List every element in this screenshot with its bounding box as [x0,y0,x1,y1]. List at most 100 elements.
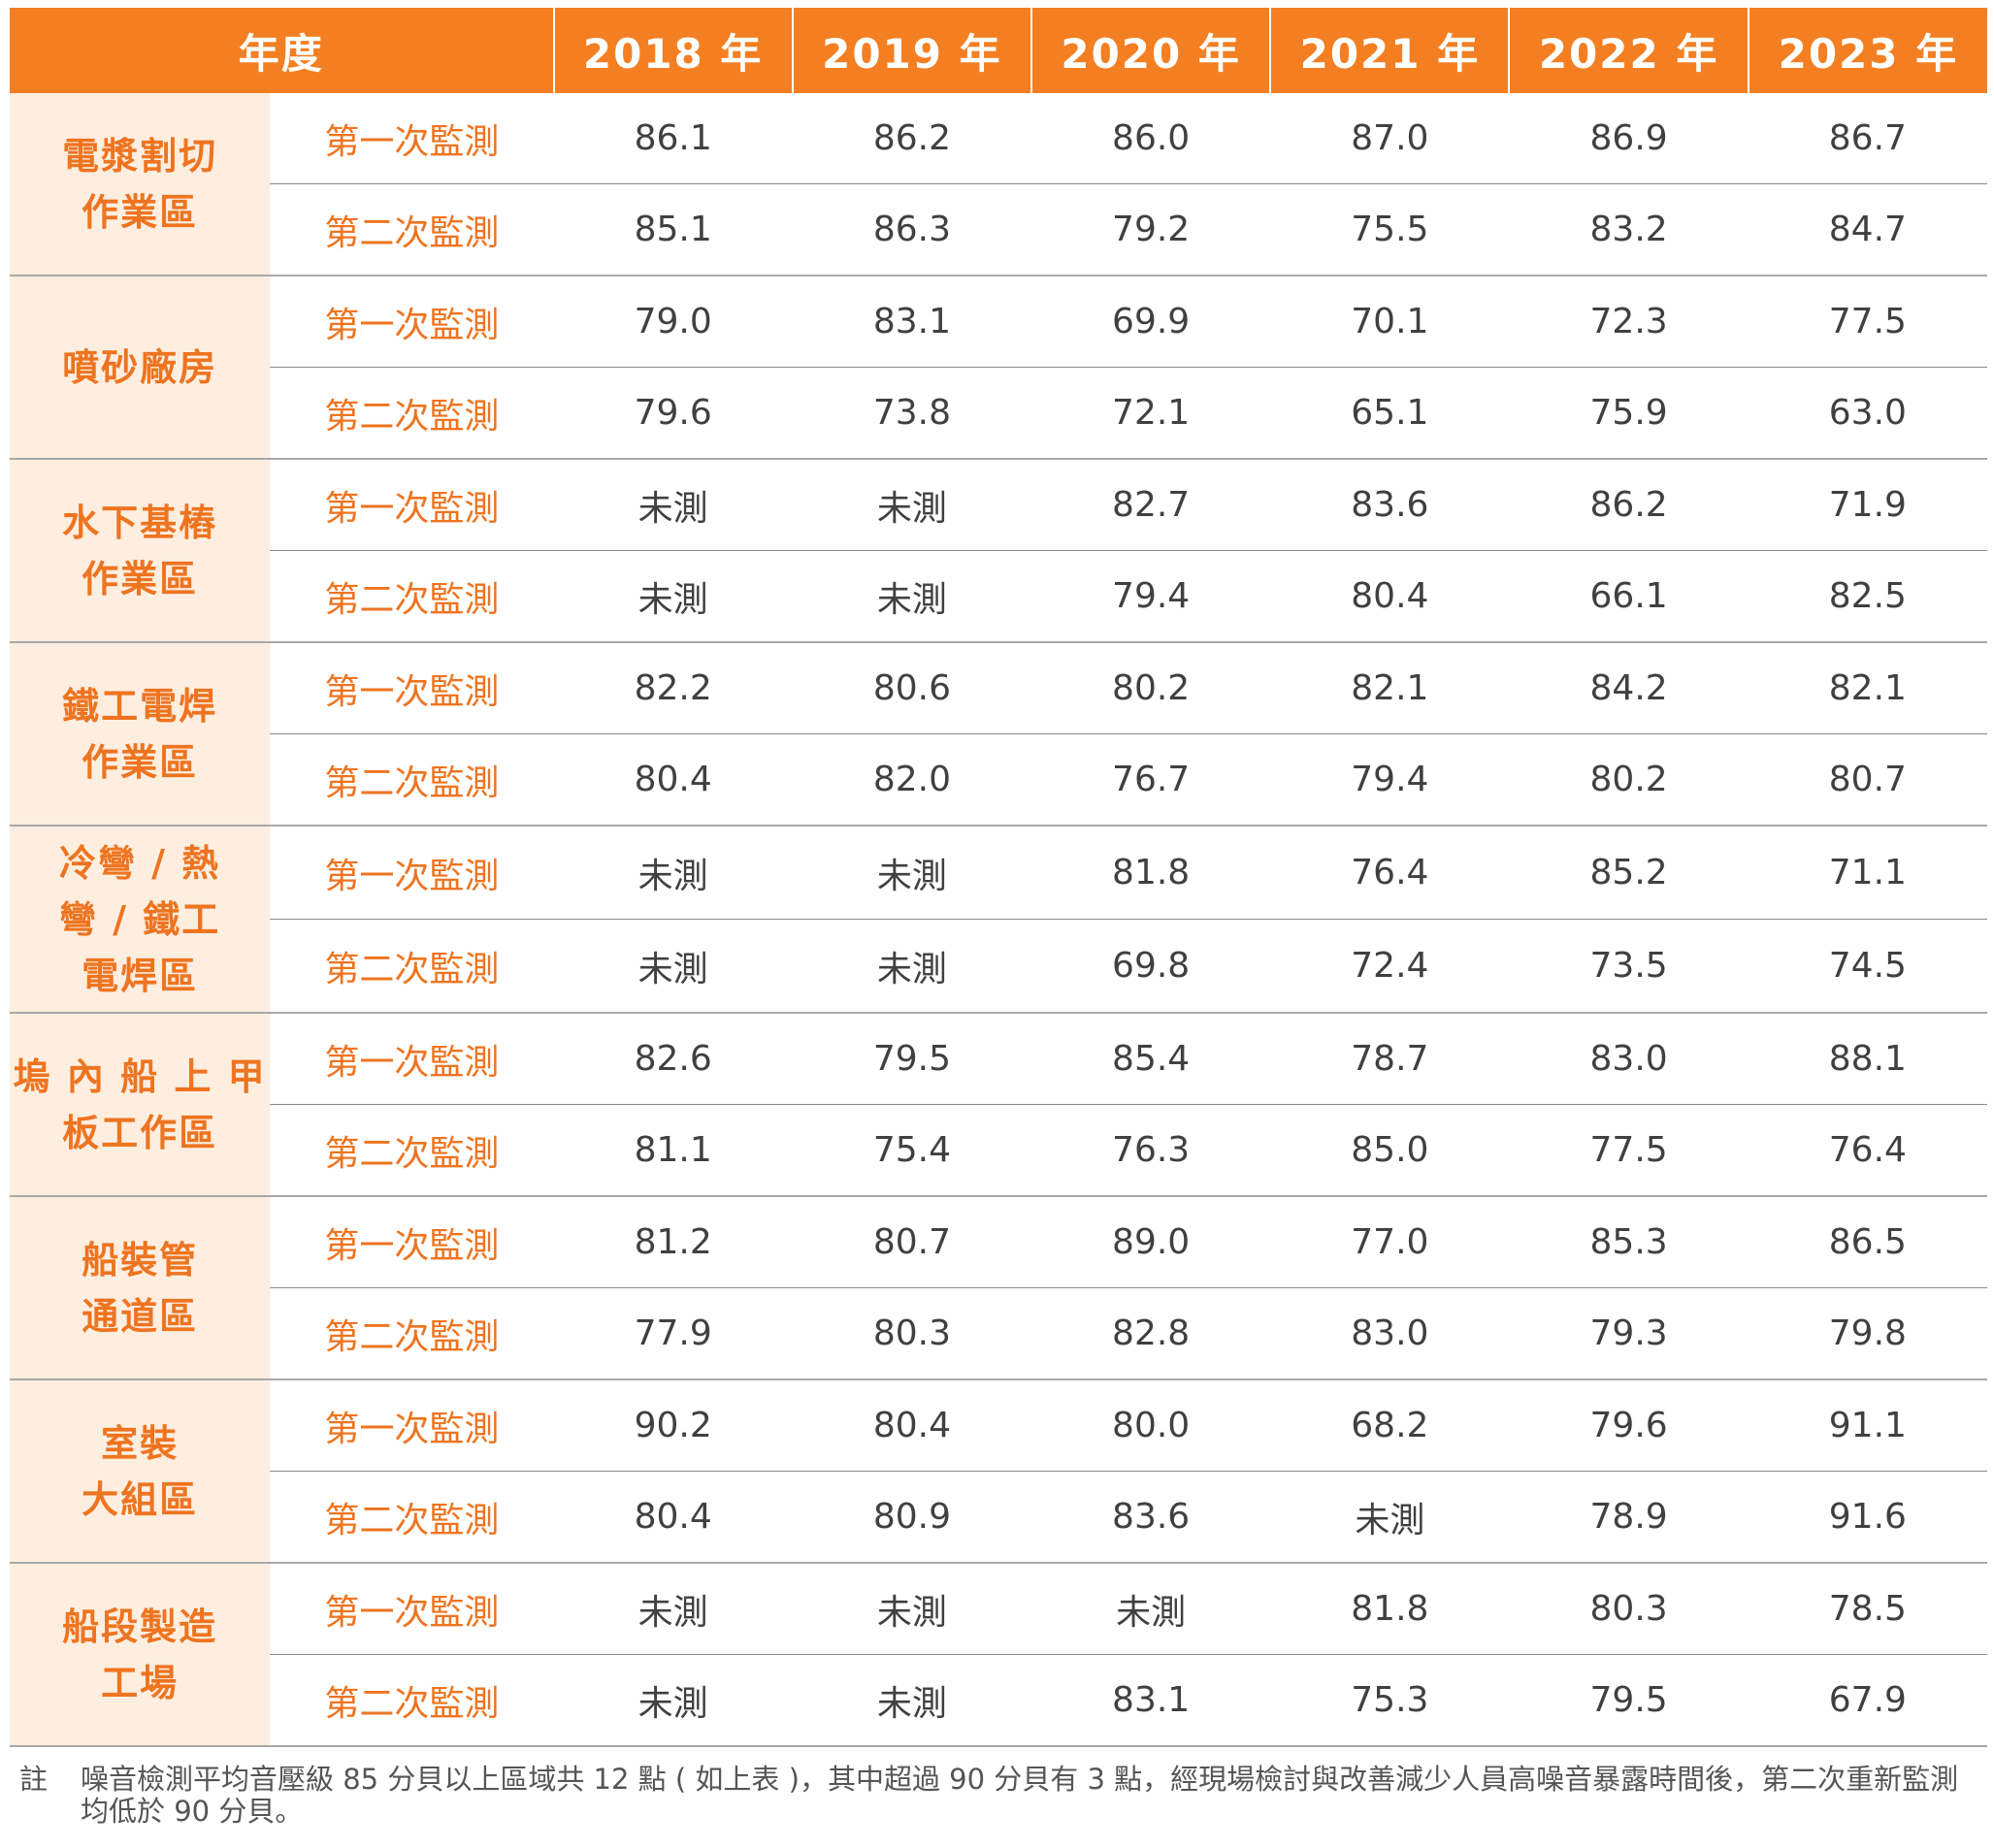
value-cell: 未測 [553,459,793,551]
year-header-2018: 2018 年 [552,8,793,93]
value-cell: 未測 [792,1654,1032,1747]
value-cell: 91.6 [1748,1471,1987,1564]
table-row: 第二次監測 85.1 86.3 79.2 75.5 83.2 84.7 [10,183,1987,276]
value-cell: 73.5 [1509,919,1749,1014]
area-name-line: 彎 / 鐵工 [58,897,221,941]
value-cell: 76.4 [1748,1104,1987,1197]
value-cell: 76.4 [1270,826,1510,920]
value-cell: 81.1 [553,1104,793,1197]
area-name-line: 板工作區 [62,1111,218,1154]
area-name-cell: 水下基樁 作業區 [10,459,271,643]
value-cell: 未測 [792,919,1032,1014]
area-name-line: 鐵工電焊 [62,684,218,728]
area-name-cell: 冷彎 / 熱彎 / 鐵工 電焊區 [10,826,271,1014]
footnote-text: 噪音檢測平均音壓級 85 分貝以上區域共 12 點 ( 如上表 )，其中超過 9… [81,1763,1959,1828]
value-cell: 83.2 [1509,183,1749,276]
area-name-line: 船裝管 [82,1238,199,1281]
table-row: 電漿割切 作業區 第一次監測 86.1 86.2 86.0 87.0 86.9 86.7 [10,93,1987,276]
value-cell: 75.4 [792,1104,1032,1197]
monitor-label-cell: 第二次監測 [270,1654,554,1747]
value-cell: 未測 [553,550,793,643]
area-name-line: 塢 內 船 上 甲 [13,1054,267,1098]
noise-monitoring-table: 年度 2018 年 2019 年 2020 年 2021 年 2022 年 20… [10,8,1987,1747]
value-cell: 未測 [792,826,1032,920]
value-cell: 86.0 [1031,93,1271,184]
value-cell: 84.7 [1748,183,1987,276]
area-name-line: 室裝 [101,1421,180,1465]
area-name-line: 通道區 [82,1294,199,1338]
value-cell: 80.9 [792,1471,1032,1564]
value-cell: 83.6 [1270,459,1510,551]
value-cell: 79.5 [1509,1654,1749,1747]
table-row: 第二次監測 80.4 80.9 83.6 未測 78.9 91.6 [10,1471,1987,1564]
table-row: 冷彎 / 熱彎 / 鐵工 電焊區 第一次監測 未測 未測 81.8 76.4 85.2 71.1 [10,826,1987,1014]
value-cell: 72.4 [1270,919,1510,1014]
monitor-label-cell: 第二次監測 [270,367,554,460]
value-cell: 65.1 [1270,367,1510,460]
value-cell: 79.3 [1509,1287,1749,1380]
table-row: 船段製造 工場 第一次監測 未測 未測 未測 81.8 80.3 78.5 [10,1563,1987,1747]
monitor-label-cell: 第一次監測 [270,826,554,920]
value-cell: 83.1 [1031,1654,1271,1747]
value-cell: 83.1 [792,276,1032,368]
value-cell: 86.2 [792,93,1032,184]
monitor-label-cell: 第二次監測 [270,1287,554,1380]
value-cell: 80.2 [1509,733,1749,827]
table-row: 第二次監測 未測 未測 69.8 72.4 73.5 74.5 [10,919,1987,1014]
value-cell: 83.0 [1509,1013,1749,1105]
area-name-line: 作業區 [82,557,199,600]
monitor-label-cell: 第二次監測 [270,919,554,1014]
monitor-label-cell: 第二次監測 [270,733,554,827]
value-cell: 79.5 [792,1013,1032,1105]
value-cell: 80.4 [1270,550,1510,643]
table-row: 塢 內 船 上 甲板工作區 第一次監測 82.6 79.5 85.4 78.7 83.0 88… [10,1013,1987,1197]
value-cell: 86.2 [1509,459,1749,551]
value-cell: 75.3 [1270,1654,1510,1747]
area-name-cell: 船段製造 工場 [10,1563,271,1747]
table-row: 水下基樁 作業區 第一次監測 未測 未測 82.7 83.6 86.2 71.9 [10,459,1987,643]
area-name-line: 噴砂廠房 [62,345,218,389]
value-cell: 82.1 [1748,642,1987,734]
value-cell: 82.6 [553,1013,793,1105]
value-cell: 85.0 [1270,1104,1510,1197]
value-cell: 80.7 [792,1196,1032,1288]
value-cell: 82.8 [1031,1287,1271,1380]
table-row: 第二次監測 未測 未測 79.4 80.4 66.1 82.5 [10,550,1987,643]
value-cell: 未測 [792,1563,1032,1655]
table-row: 第二次監測 未測 未測 83.1 75.3 79.5 67.9 [10,1654,1987,1747]
value-cell: 82.1 [1270,642,1510,734]
value-cell: 82.5 [1748,550,1987,643]
value-cell: 80.4 [553,1471,793,1564]
monitor-label-cell: 第一次監測 [270,1563,554,1655]
value-cell: 未測 [553,1563,793,1655]
table-row: 船裝管 通道區 第一次監測 81.2 80.7 89.0 77.0 85.3 86.5 [10,1196,1987,1380]
value-cell: 80.0 [1031,1379,1271,1472]
value-cell: 86.1 [553,93,793,184]
value-cell: 63.0 [1748,367,1987,460]
value-cell: 79.6 [1509,1379,1749,1472]
value-cell: 77.5 [1509,1104,1749,1197]
area-name-line: 大組區 [82,1477,199,1521]
value-cell: 82.2 [553,642,793,734]
value-cell: 未測 [792,550,1032,643]
value-cell: 77.0 [1270,1196,1510,1288]
monitor-label-cell: 第二次監測 [270,183,554,276]
table-row: 室裝 大組區 第一次監測 90.2 80.4 80.0 68.2 79.6 91.1 [10,1379,1987,1564]
area-name-line: 電漿割切 [62,134,218,178]
value-cell: 86.7 [1748,93,1987,184]
value-cell: 77.5 [1748,276,1987,368]
value-cell: 67.9 [1748,1654,1987,1747]
value-cell: 85.2 [1509,826,1749,920]
year-header-2022: 2022 年 [1508,8,1749,93]
monitor-label-cell: 第一次監測 [270,1379,554,1472]
value-cell: 80.4 [553,733,793,827]
area-name-cell: 噴砂廠房 [10,276,271,460]
value-cell: 69.9 [1031,276,1271,368]
area-name-line: 作業區 [82,740,199,784]
area-name-line: 作業區 [82,190,199,234]
monitor-label-cell: 第一次監測 [270,276,554,368]
value-cell: 79.4 [1270,733,1510,827]
value-cell: 86.5 [1748,1196,1987,1288]
area-name-line: 水下基樁 [62,501,218,544]
value-cell: 81.8 [1270,1563,1510,1655]
